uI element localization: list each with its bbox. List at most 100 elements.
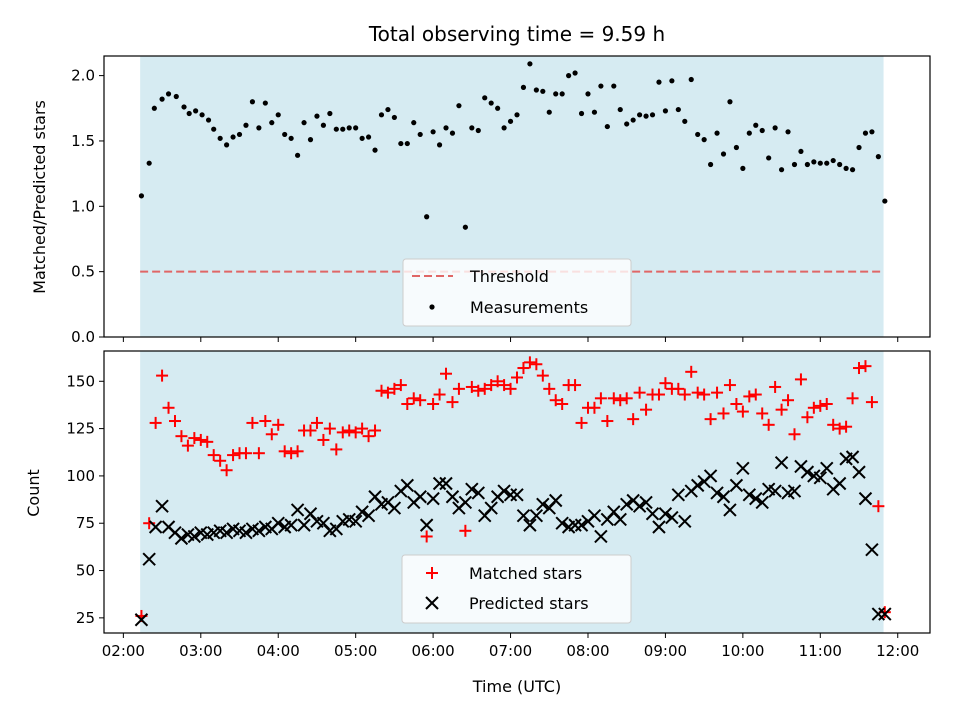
measurements-point [856, 144, 862, 151]
measurements-point [669, 78, 675, 84]
matched-stars-point [181, 439, 194, 452]
matched-stars-point [762, 418, 775, 431]
predicted-stars-point [749, 491, 763, 506]
predicted-stars-point [271, 516, 285, 530]
matched-stars-point [536, 369, 549, 382]
matched-stars-point [369, 424, 382, 437]
predicted-stars-point [878, 607, 892, 621]
measurements-point [417, 131, 423, 138]
matched-stars-point [168, 415, 181, 428]
measurements-point [553, 91, 559, 97]
measurements-point [772, 125, 778, 131]
measurements-point [759, 127, 765, 134]
matched-stars-point [356, 422, 369, 435]
matched-stars-point [388, 382, 401, 395]
measurements-point [193, 108, 199, 114]
measurements-point [804, 161, 810, 168]
measurements-point [727, 99, 733, 105]
measurements-point [811, 159, 817, 165]
measurements-point [391, 114, 397, 121]
measurement-points [138, 61, 888, 230]
predicted-stars-point [219, 525, 234, 540]
measurements-point [301, 120, 307, 126]
measurements-point [365, 134, 372, 140]
measurements-point [520, 84, 527, 90]
predicted-stars-point [348, 514, 363, 529]
predicted-stars-point [813, 471, 828, 485]
ratio-y-label: Matched/Predicted stars [30, 100, 49, 294]
matched-stars-point [349, 426, 362, 439]
measurements-point [501, 125, 507, 131]
measurements-point [682, 118, 688, 124]
predicted-stars-point [587, 508, 602, 523]
measurements-point [372, 147, 378, 153]
matched-stars-point [607, 392, 620, 405]
predicted-stars-point [716, 490, 731, 504]
predicted-stars-point [523, 518, 537, 532]
matched-stars-point [769, 380, 782, 393]
matched-stars-point [433, 388, 446, 401]
predicted-stars-point [800, 465, 815, 479]
measurements-point [275, 112, 281, 118]
measurements-point [159, 96, 165, 102]
matched-stars-point [736, 405, 749, 418]
matched-stars-point [517, 362, 530, 375]
count-y-tick-label: 125 [66, 420, 95, 438]
predicted-stars-point [632, 499, 647, 513]
predicted-stars-point [594, 529, 608, 544]
measurements-point [630, 117, 636, 123]
matched-stars-point [549, 394, 562, 407]
matched-stars-point [343, 424, 356, 437]
x-tick-label: 07:00 [489, 642, 532, 660]
matched-stars-point [323, 422, 336, 435]
measurements-point [243, 122, 249, 128]
predicted-stars-point [290, 503, 305, 517]
matched-stars-point [620, 392, 633, 405]
measurements-point [443, 125, 449, 131]
predicted-stars-point [471, 486, 485, 500]
measurements-point [837, 161, 843, 168]
count-y-ticks: 25 50 75 100 125 150 [66, 372, 104, 627]
x-tick-label: 04:00 [257, 642, 300, 660]
matched-stars-point [556, 397, 569, 410]
measurements-point [378, 112, 385, 118]
predicted-stars-point [755, 495, 769, 510]
matched-stars-point [478, 382, 491, 395]
predicted-stars-point [852, 465, 866, 479]
matched-stars-point [214, 454, 227, 467]
measurements-point [585, 91, 591, 97]
measurements-point [385, 106, 391, 113]
matched-stars-point [717, 407, 730, 420]
predicted-stars-point [865, 543, 879, 557]
count-y-tick-label: 100 [66, 467, 95, 485]
predicted-stars-point [832, 476, 847, 491]
predicted-stars-point [690, 478, 705, 493]
measurements-point [540, 88, 546, 94]
matched-stars-point [801, 411, 814, 424]
matched-stars-point [414, 394, 427, 407]
ratio-y-tick-label: 1.0 [71, 197, 95, 215]
matched-stars-point [672, 382, 685, 395]
measurements-point [849, 167, 856, 173]
measurements-point [314, 113, 320, 119]
matched-stars-point [627, 413, 640, 426]
matched-stars-point [659, 377, 672, 390]
matched-stars-point [278, 445, 291, 458]
measurements-point [862, 130, 869, 136]
matched-stars-point [362, 430, 375, 443]
x-tick-label: 06:00 [411, 642, 454, 660]
measurements-point [249, 99, 256, 105]
measurements-point [230, 134, 236, 140]
ratio-legend: Threshold Measurements [402, 258, 632, 327]
matched-stars-point [788, 428, 801, 441]
predicted-stars-point [619, 497, 634, 512]
measurements-point [333, 126, 339, 132]
matched-stars-point [853, 362, 866, 375]
ratio-y-tick-label: 0.5 [71, 263, 95, 281]
measurements-point [449, 130, 456, 136]
predicted-stars-point [549, 493, 563, 508]
matched-stars-point [239, 447, 252, 460]
measurements-point [199, 112, 205, 118]
measurements-point [656, 79, 662, 85]
